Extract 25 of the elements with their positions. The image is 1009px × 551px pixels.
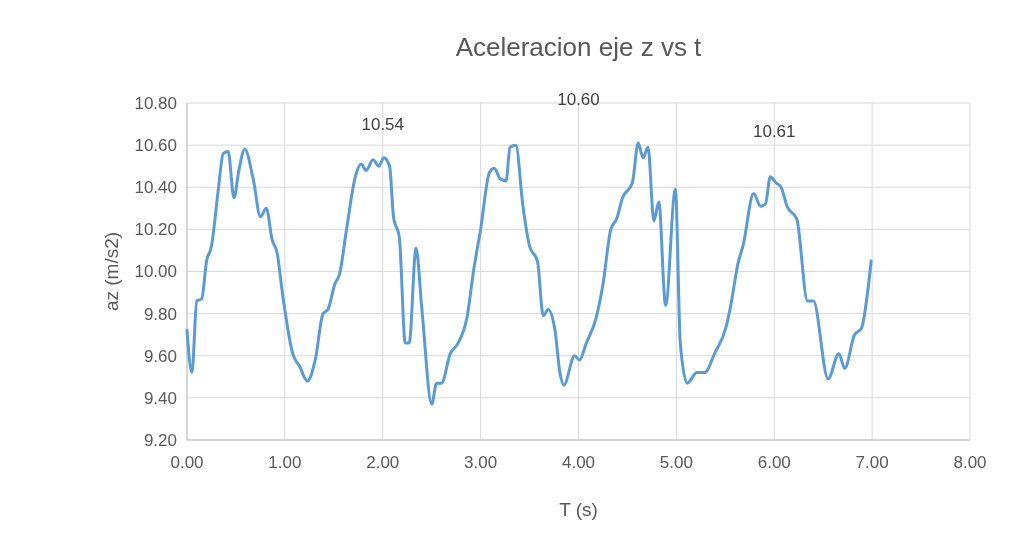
y-tick-label: 9.40	[143, 388, 177, 408]
y-tick-label: 9.60	[143, 346, 177, 366]
annotation: 10.61	[752, 121, 796, 141]
x-axis-title: T (s)	[559, 499, 598, 520]
y-tick-label: 10.80	[134, 93, 177, 113]
x-tick-label: 3.00	[464, 453, 498, 472]
y-tick-label: 10.60	[134, 136, 177, 156]
x-tick-label: 4.00	[561, 453, 596, 472]
y-tick-label: 9.80	[143, 304, 177, 324]
x-tick-label: 1.00	[268, 453, 302, 472]
y-tick-label: 10.40	[134, 178, 177, 198]
y-axis-title: az (m/s2)	[101, 231, 122, 312]
x-tick-label: 0.00	[170, 453, 204, 472]
y-tick-label: 10.00	[134, 262, 177, 282]
annotation: 10.54	[361, 115, 405, 135]
x-tick-label: 8.00	[953, 453, 987, 472]
x-tick-label: 5.00	[659, 453, 693, 472]
annotation: 10.60	[557, 90, 600, 110]
y-tick-label: 10.20	[134, 220, 177, 240]
x-tick-label: 7.00	[855, 453, 889, 472]
y-tick-label: 9.20	[143, 430, 177, 450]
x-tick-label: 2.00	[366, 453, 400, 472]
x-tick-label: 6.00	[757, 453, 791, 472]
chart-title: Aceleracion eje z vs t	[455, 32, 703, 62]
line-series	[185, 141, 873, 406]
